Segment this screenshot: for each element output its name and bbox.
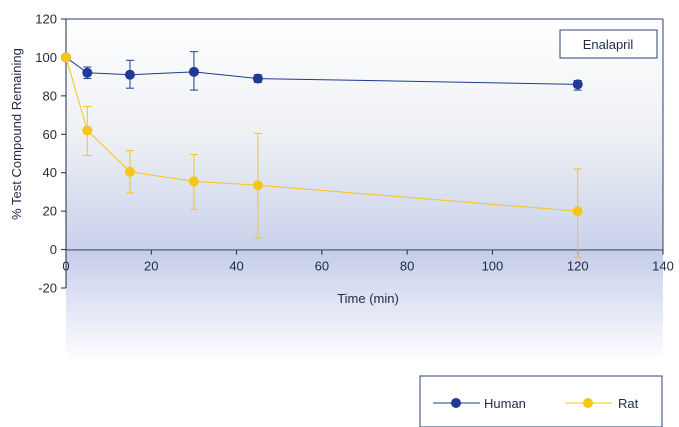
legend-human-label: Human (484, 396, 526, 411)
data-point-rat (252, 180, 263, 191)
x-axis-title: Time (min) (337, 291, 399, 306)
legend: Human Rat (419, 375, 663, 427)
legend-rat-label: Rat (618, 396, 639, 411)
series-line-rat (65, 57, 578, 212)
data-point-human (124, 69, 135, 80)
series-human (61, 51, 583, 91)
y-tick-label: 0 (50, 242, 57, 257)
x-tick-label: 20 (144, 259, 158, 274)
data-point-human (252, 73, 263, 84)
y-tick-label: 60 (43, 127, 57, 142)
data-point-human (572, 79, 583, 90)
y-tick-label: 20 (43, 204, 57, 219)
lower-fade (66, 251, 663, 363)
y-tick-label: -20 (38, 281, 57, 296)
y-tick-label: 80 (43, 88, 57, 103)
data-point-human (188, 66, 199, 77)
annotation-label: Enalapril (583, 37, 634, 52)
data-point-rat (82, 125, 93, 136)
x-tick-label: 80 (400, 259, 414, 274)
x-tick-label: 120 (567, 259, 589, 274)
data-point-human (82, 67, 93, 78)
x-tick-label: 100 (482, 259, 504, 274)
y-axis-title: % Test Compound Remaining (9, 48, 24, 220)
annotation-box (559, 29, 658, 59)
x-tick-label: 40 (229, 259, 243, 274)
data-point-rat (124, 166, 135, 177)
x-tick-label: 140 (652, 259, 674, 274)
legend-human-marker (451, 398, 461, 408)
legend-rat-marker (583, 398, 593, 408)
data-point-rat (188, 176, 199, 187)
data-point-rat (61, 52, 71, 63)
series-rat (61, 52, 583, 258)
data-point-rat (572, 206, 583, 217)
y-tick-label: 40 (43, 165, 57, 180)
y-tick-label: 120 (35, 12, 57, 27)
y-tick-label: 100 (35, 50, 57, 65)
x-tick-label: 60 (315, 259, 329, 274)
x-tick-label: 0 (62, 259, 69, 274)
